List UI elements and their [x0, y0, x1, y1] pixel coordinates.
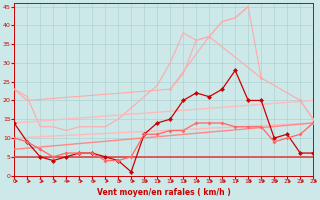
- X-axis label: Vent moyen/en rafales ( km/h ): Vent moyen/en rafales ( km/h ): [97, 188, 230, 197]
